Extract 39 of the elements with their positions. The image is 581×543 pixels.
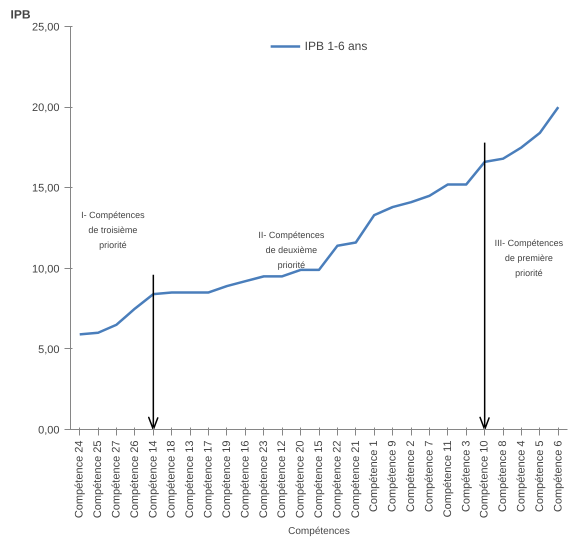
annotation: II- Compétences de deuxième priorité	[258, 230, 325, 270]
y-tick-label: 15,00	[32, 182, 60, 195]
x-tick-label: Compétence 5	[534, 440, 546, 512]
x-tick-label: Compétence 26	[128, 440, 141, 518]
x-tick-label: Compétence 16	[239, 440, 252, 518]
y-tick-label: 25,00	[32, 22, 60, 34]
x-tick-label: Compétence 19	[220, 440, 233, 518]
x-tick-label: Compétence 25	[92, 440, 104, 518]
x-tick-label: Compétence 7	[423, 440, 436, 512]
x-axis-title: Compétences	[288, 526, 350, 538]
x-tick-label: Compétence 11	[442, 440, 454, 518]
y-tick-label: 20,00	[32, 102, 60, 114]
x-tick-label: Compétence 3	[460, 440, 472, 512]
x-tick-label: Compétence 21	[350, 440, 362, 518]
x-tick-label: Compétence 27	[110, 440, 123, 518]
x-tick-label: Compétence 20	[294, 440, 307, 518]
y-axis-title: IPB	[10, 8, 31, 22]
x-tick-label: Compétence 1	[368, 440, 380, 512]
y-tick-label: 10,00	[32, 263, 60, 276]
legend-label: IPB 1-6 ans	[304, 39, 368, 53]
x-tick-label: Compétence 17	[202, 440, 215, 518]
x-tick-label: Compétence 2	[405, 440, 418, 512]
x-tick-label: Compétence 12	[276, 440, 288, 518]
annotation: III- Compétences de première priorité	[494, 238, 564, 278]
x-tick-label: Compétence 4	[515, 440, 528, 512]
x-tick-label: Compétence 14	[147, 440, 160, 518]
x-tick-label: Compétence 22	[331, 440, 344, 518]
x-tick-label: Compétence 8	[497, 440, 510, 512]
y-tick-label: 0,00	[38, 424, 60, 436]
x-tick-label: Compétence 10	[478, 440, 491, 518]
x-tick-label: Compétence 15	[313, 440, 325, 518]
x-tick-label: Compétence 18	[166, 440, 178, 518]
annotation: I- Compétences de troisième priorité	[81, 210, 146, 250]
y-tick-label: 5,00	[38, 344, 60, 356]
x-tick-label: Compétence 6	[552, 440, 564, 512]
x-tick-label: Compétence 9	[386, 440, 399, 512]
x-tick-label: Compétence 23	[258, 440, 270, 518]
x-tick-label: Compétence 13	[184, 440, 196, 518]
x-tick-label: Compétence 24	[74, 440, 86, 518]
